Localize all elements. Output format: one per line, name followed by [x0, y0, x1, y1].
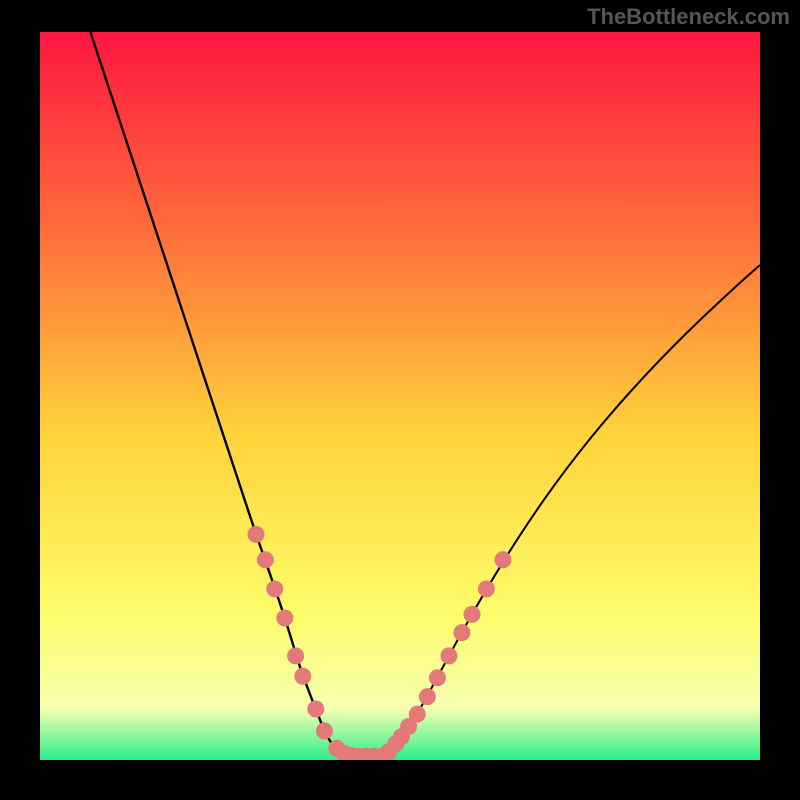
- data-dot: [494, 551, 511, 568]
- bottleneck-chart: [0, 0, 800, 800]
- data-dot: [287, 647, 304, 664]
- data-dot: [276, 610, 293, 627]
- data-dot: [409, 706, 426, 723]
- data-dot: [248, 526, 265, 543]
- data-dot: [307, 701, 324, 718]
- data-dot: [316, 722, 333, 739]
- data-dot: [440, 647, 457, 664]
- data-dot: [266, 580, 283, 597]
- data-dot: [419, 688, 436, 705]
- chart-container: TheBottleneck.com: [0, 0, 800, 800]
- data-dot: [294, 668, 311, 685]
- watermark-text: TheBottleneck.com: [587, 4, 790, 30]
- data-dot: [464, 606, 481, 623]
- data-dot: [429, 669, 446, 686]
- data-dot: [453, 624, 470, 641]
- data-dot: [257, 551, 274, 568]
- data-dot: [478, 580, 495, 597]
- plot-background: [40, 32, 760, 760]
